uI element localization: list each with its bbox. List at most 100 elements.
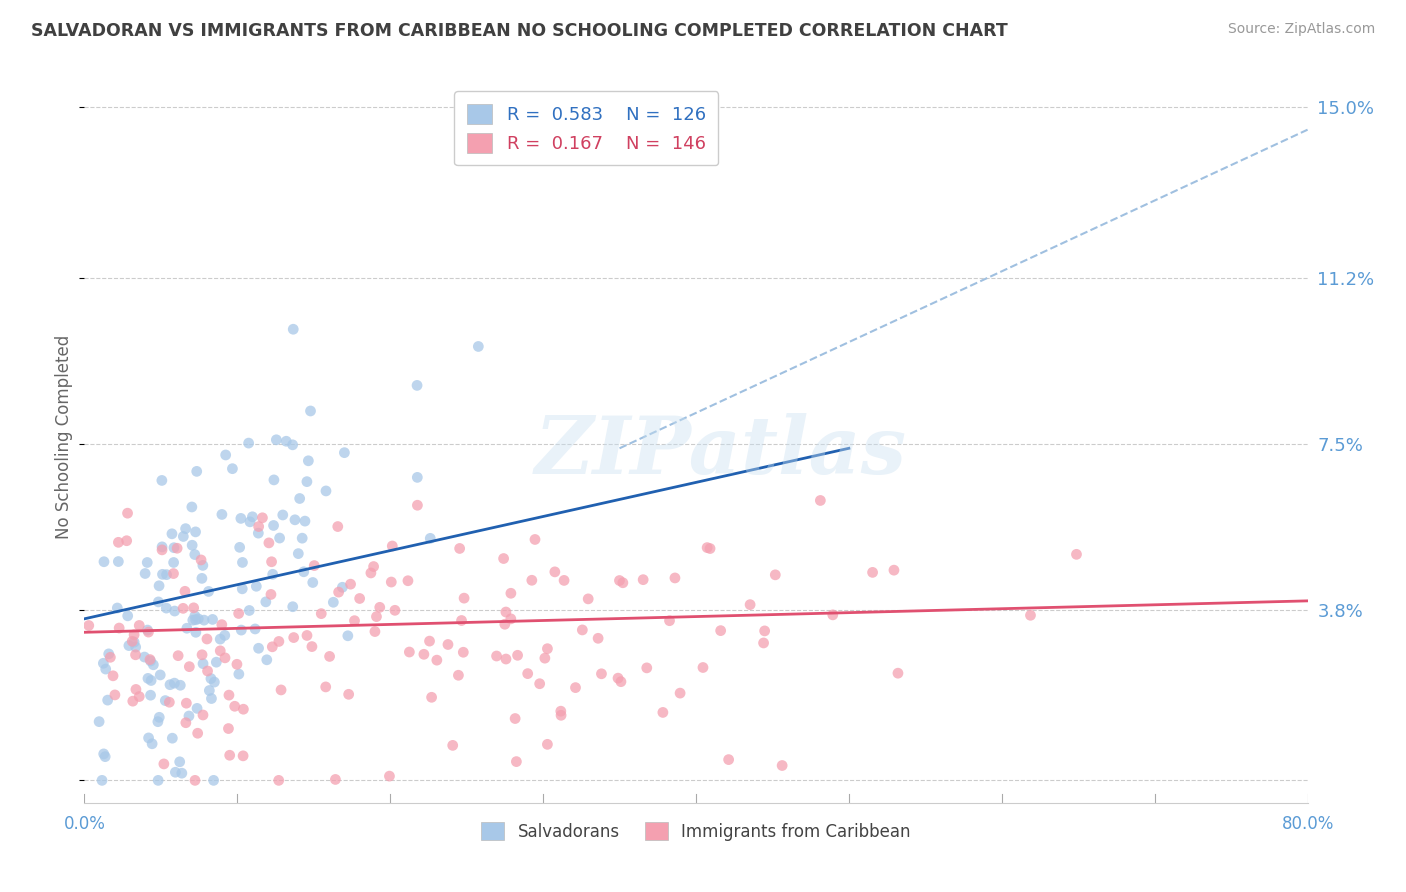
Point [198,683,221,698]
Point [699,541,721,556]
Point [322,595,344,609]
Point [254,595,277,609]
Point [159,678,181,692]
Point [506,648,529,663]
Point [162,566,184,581]
Point [150,540,173,554]
Point [304,558,326,573]
Point [232,748,254,763]
Point [564,681,586,695]
Point [191,558,214,573]
Text: Source: ZipAtlas.com: Source: ZipAtlas.com [1227,22,1375,37]
Point [184,773,207,788]
Point [349,591,371,606]
Point [378,769,401,783]
Point [669,686,692,700]
Point [93,747,115,761]
Point [281,599,304,614]
Point [152,567,174,582]
Point [520,574,543,588]
Point [505,755,527,769]
Point [247,519,270,533]
Point [396,574,419,588]
Point [197,584,219,599]
Point [98,650,121,665]
Point [612,575,634,590]
Point [418,634,440,648]
Point [183,600,205,615]
Point [218,688,240,702]
Point [754,624,776,638]
Point [184,548,207,562]
Point [160,526,183,541]
Point [664,571,686,585]
Point [94,662,117,676]
Point [384,603,406,617]
Point [276,434,298,449]
Point [366,609,388,624]
Point [211,617,233,632]
Point [426,653,449,667]
Point [309,607,332,621]
Point [534,651,557,665]
Point [887,666,910,681]
Point [229,511,252,525]
Point [186,464,208,478]
Point [228,667,250,681]
Point [297,454,319,468]
Point [336,629,359,643]
Point [339,577,361,591]
Point [591,666,613,681]
Point [174,584,197,599]
Point [191,708,214,723]
Point [1066,547,1088,561]
Point [87,714,110,729]
Point [166,541,188,556]
Point [363,559,385,574]
Point [406,378,429,392]
Point [93,657,115,671]
Point [883,563,905,577]
Point [162,731,184,746]
Point [696,541,718,555]
Point [187,612,209,626]
Point [186,701,208,715]
Point [524,533,547,547]
Point [136,623,159,637]
Point [226,657,249,672]
Point [412,648,434,662]
Legend: Salvadorans, Immigrants from Caribbean: Salvadorans, Immigrants from Caribbean [472,814,920,849]
Point [221,461,243,475]
Point [267,634,290,648]
Point [139,688,162,702]
Point [332,580,354,594]
Point [437,638,460,652]
Point [398,645,420,659]
Point [117,608,139,623]
Point [94,749,117,764]
Point [150,542,173,557]
Point [247,641,270,656]
Point [283,631,305,645]
Point [710,624,733,638]
Point [134,566,156,581]
Point [288,491,311,506]
Point [287,547,309,561]
Point [283,322,305,336]
Point [149,668,172,682]
Point [516,666,538,681]
Point [180,500,202,514]
Point [181,538,204,552]
Point [315,680,337,694]
Point [260,587,283,601]
Point [170,766,193,780]
Point [181,613,204,627]
Point [187,726,209,740]
Point [360,566,382,580]
Point [214,651,236,665]
Point [301,575,323,590]
Point [146,773,169,788]
Point [139,654,162,668]
Point [155,693,177,707]
Point [128,690,150,704]
